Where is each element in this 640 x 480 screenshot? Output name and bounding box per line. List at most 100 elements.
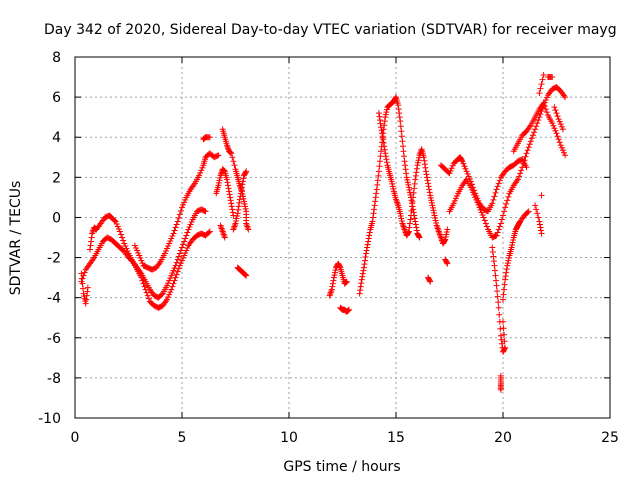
data-point (525, 144, 532, 151)
data-point (373, 190, 380, 197)
data-point (549, 74, 556, 81)
data-point (182, 196, 189, 203)
data-point (426, 189, 433, 196)
data-point (406, 189, 413, 196)
data-point (343, 278, 350, 285)
data-point (379, 133, 386, 140)
data-point (503, 266, 510, 273)
data-point (174, 218, 181, 225)
data-point (377, 153, 384, 160)
data-point (196, 172, 203, 179)
data-point (450, 200, 457, 207)
data-point (543, 109, 550, 116)
data-point (410, 194, 417, 201)
data-point (449, 162, 456, 169)
data-point (501, 345, 508, 352)
data-point (523, 150, 530, 157)
data-point (558, 144, 565, 151)
data-point (228, 203, 235, 210)
data-point (243, 272, 250, 279)
data-point (474, 199, 481, 206)
data-point (397, 210, 404, 217)
data-point (229, 209, 236, 216)
data-point (382, 114, 389, 121)
data-point (199, 164, 206, 171)
data-point (411, 180, 418, 187)
data-point (498, 340, 505, 347)
data-point (491, 262, 498, 269)
data-point (494, 293, 501, 300)
x-tick-label: 10 (280, 430, 298, 446)
data-point (554, 133, 561, 140)
data-point (357, 283, 364, 290)
data-point (413, 227, 420, 234)
data-point (405, 184, 412, 191)
data-point (556, 118, 563, 125)
data-point (177, 207, 184, 214)
data-point (500, 291, 507, 298)
data-point (382, 153, 389, 160)
data-point (509, 239, 516, 246)
data-point (88, 238, 95, 245)
data-point (536, 90, 543, 97)
data-point (182, 250, 189, 257)
data-point (448, 165, 455, 172)
y-tick-label: 8 (52, 50, 61, 66)
data-point (414, 159, 421, 166)
data-point (232, 220, 239, 227)
data-point (242, 169, 249, 176)
data-point (399, 138, 406, 145)
data-point (407, 212, 414, 219)
data-point (453, 192, 460, 199)
data-point (172, 224, 179, 231)
data-point (441, 237, 448, 244)
data-point (216, 174, 223, 181)
data-point (206, 134, 213, 141)
data-point (174, 256, 181, 263)
data-point (179, 204, 185, 211)
data-point (501, 331, 508, 338)
data-point (430, 207, 437, 214)
data-point (556, 139, 563, 146)
data-point (374, 181, 381, 188)
data-point (83, 296, 90, 303)
x-tick-label: 0 (71, 430, 80, 446)
data-point (158, 291, 165, 298)
data-point (79, 275, 86, 282)
data-point (119, 234, 126, 241)
data-point (381, 143, 388, 150)
data-point (342, 279, 349, 286)
data-point (239, 178, 246, 185)
data-point (165, 294, 172, 301)
data-point (183, 232, 190, 239)
data-point (491, 267, 498, 274)
data-point (416, 154, 423, 161)
data-point (398, 128, 405, 135)
data-point (497, 332, 504, 339)
data-point (446, 170, 453, 177)
data-point (502, 204, 509, 211)
data-point (531, 129, 538, 136)
data-point (500, 296, 506, 303)
data-point (492, 189, 499, 196)
data-point (405, 181, 412, 188)
y-tick-label: -4 (47, 291, 61, 307)
data-point (171, 265, 178, 272)
data-point (462, 165, 469, 172)
data-point (229, 206, 236, 213)
data-point (114, 223, 121, 230)
data-point (532, 126, 539, 133)
data-point (184, 245, 191, 252)
data-point (533, 206, 540, 213)
data-point (172, 274, 179, 281)
data-point (88, 234, 95, 241)
data-point (376, 163, 383, 170)
series-track-h (446, 84, 569, 241)
data-point (356, 290, 363, 297)
data-point (411, 185, 418, 192)
data-point (529, 132, 536, 139)
data-point (414, 162, 421, 169)
data-point (443, 231, 450, 238)
data-point (444, 260, 451, 267)
data-point (398, 217, 405, 224)
